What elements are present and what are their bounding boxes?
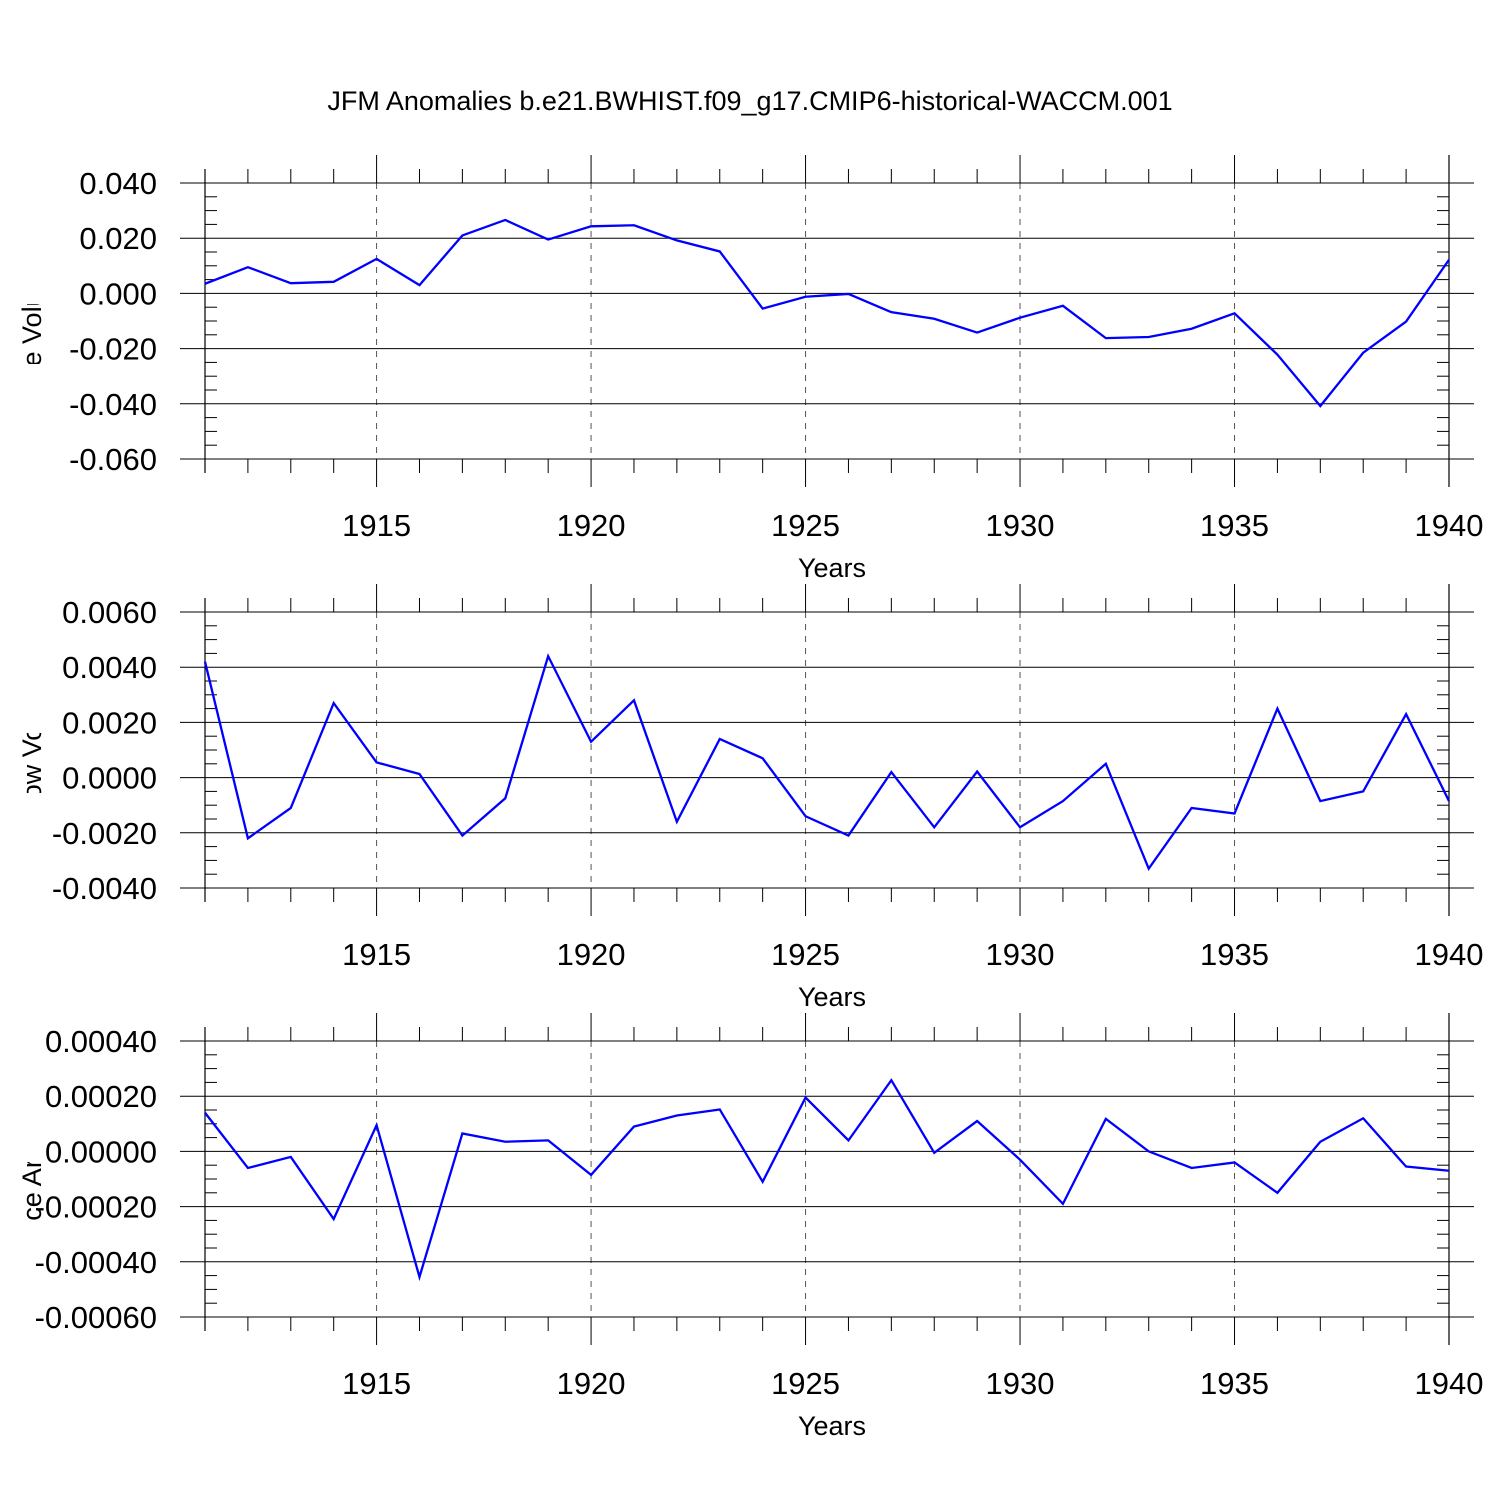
- y-tick-label: -0.0040: [52, 871, 157, 906]
- y-tick-label: -0.00040: [35, 1245, 157, 1280]
- series-line: [204, 218, 1450, 408]
- y-axis-title: CAArch Snow Volume 1013 m3: [15, 571, 47, 933]
- x-tick-label: 1920: [557, 508, 626, 543]
- x-tick-label: 1925: [771, 1366, 840, 1401]
- x-axis-title: Years: [798, 553, 866, 583]
- chart-title: JFM Anomalies b.e21.BWHIST.f09_g17.CMIP6…: [327, 86, 1172, 116]
- y-tick-label: -0.020: [69, 332, 157, 367]
- panel-1: -0.060 -0.040 -0.020 0.000 0.020 0.040 1915 192…: [15, 155, 1484, 583]
- y-tick-label: -0.00060: [35, 1300, 157, 1335]
- y-axis-title-text: CAArch Snow Volume 10: [17, 630, 47, 933]
- panels: -0.060 -0.040 -0.020 0.000 0.020 0.040 1915 192…: [15, 155, 1484, 1441]
- y-tick-label: 0.040: [79, 166, 157, 201]
- y-tick-label: 0.0060: [62, 595, 157, 630]
- x-tick-label: 1940: [1415, 937, 1484, 972]
- x-tick-label: 1920: [557, 937, 626, 972]
- y-tick-label: 0.000: [79, 276, 157, 311]
- x-tick-label: 1930: [986, 937, 1055, 972]
- y-tick-label: 0.0000: [62, 761, 157, 796]
- x-tick-label: 1915: [342, 508, 411, 543]
- x-tick-label: 1925: [771, 508, 840, 543]
- x-tick-label: 1930: [986, 1366, 1055, 1401]
- y-tick-label: 0.00000: [45, 1134, 157, 1169]
- x-tick-label: 1935: [1200, 1366, 1269, 1401]
- x-axis-title: Years: [798, 1411, 866, 1441]
- x-tick-label: 1925: [771, 937, 840, 972]
- y-axis-title: CAArch Ice Volume 1013 m3: [15, 158, 47, 488]
- x-tick-label: 1915: [342, 1366, 411, 1401]
- y-axis-title-text: CAArch Ice Volume 10: [17, 216, 47, 488]
- y-tick-label: 0.00020: [45, 1079, 157, 1114]
- x-axis-title: Years: [798, 982, 866, 1012]
- y-tick-label: 0.020: [79, 221, 157, 256]
- panel-2: -0.0040 -0.0020 0.0000 0.0020 0.0040 0.0060 19…: [15, 571, 1484, 1012]
- y-tick-label: -0.00020: [35, 1190, 157, 1225]
- y-tick-label: -0.040: [69, 387, 157, 422]
- y-tick-label: 0.00040: [45, 1024, 157, 1059]
- x-tick-label: 1940: [1415, 1366, 1484, 1401]
- x-tick-label: 1920: [557, 1366, 626, 1401]
- x-tick-label: 1935: [1200, 508, 1269, 543]
- x-tick-label: 1930: [986, 508, 1055, 543]
- y-axis-title: CAArch Ice Area 1013 m2: [15, 1033, 47, 1329]
- y-tick-label: 0.0020: [62, 705, 157, 740]
- y-tick-label: 0.0040: [62, 650, 157, 685]
- y-tick-label: -0.0020: [52, 816, 157, 851]
- x-tick-label: 1935: [1200, 937, 1269, 972]
- x-tick-label: 1915: [342, 937, 411, 972]
- y-tick-label: -0.060: [69, 442, 157, 477]
- y-axis-title-text: CAArch Ice Area 10: [17, 1092, 47, 1329]
- series-line: [204, 1078, 1450, 1282]
- panel-3: -0.00060 -0.00040 -0.00020 0.00000 0.00020 0.…: [15, 1013, 1484, 1441]
- series-line: [203, 653, 1451, 872]
- x-tick-label: 1940: [1415, 508, 1484, 543]
